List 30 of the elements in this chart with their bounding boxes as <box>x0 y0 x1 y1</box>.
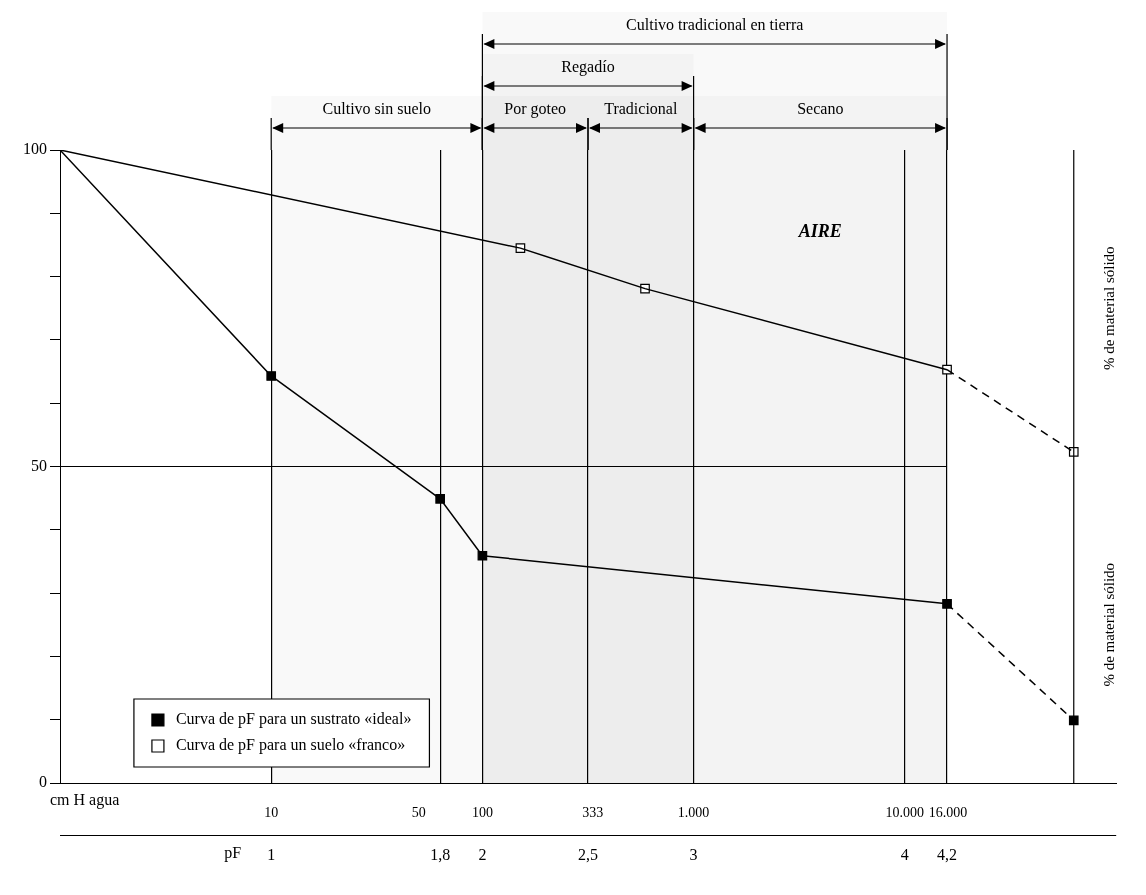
y-tick-label: 100 <box>23 140 47 158</box>
y-tick-label: 0 <box>39 773 47 791</box>
x2-tick-label: 10 <box>264 805 279 821</box>
band-label: Cultivo sin suelo <box>322 100 432 118</box>
annotation: AIRE <box>797 220 842 241</box>
x2-tick-label: 10.000 <box>885 805 925 821</box>
band-label: Por goteo <box>504 100 567 119</box>
band-label: Secano <box>797 100 844 118</box>
y-tick-label: 50 <box>31 456 47 474</box>
x2-tick-label: 50 <box>411 805 426 821</box>
x-tick-label: 2 <box>478 845 487 863</box>
x-axis-title: pF <box>224 844 242 862</box>
x2-tick-label: 333 <box>582 805 604 821</box>
x2-tick-label: 1.000 <box>677 805 710 821</box>
x-tick-label: 4,2 <box>937 845 958 863</box>
x2-tick-label: 16.000 <box>928 805 968 821</box>
band-label: Tradicional <box>604 100 678 118</box>
x-tick-label: 4 <box>900 845 909 863</box>
annotation: % de material sólido <box>1100 246 1117 371</box>
x-tick-label: 2,5 <box>578 845 598 863</box>
band-label: Cultivo tradicional en tierra <box>626 16 804 34</box>
x-tick-label: 1 <box>267 845 276 863</box>
band-label: Regadío <box>561 58 615 77</box>
legend-label: Curva de pF para un suelo «franco» <box>175 736 406 755</box>
legend-label: Curva de pF para un sustrato «ideal» <box>175 710 412 729</box>
x-tick-label: 1,8 <box>430 845 451 863</box>
x2-tick-label: 100 <box>471 805 493 821</box>
x2-axis-title: cm H agua <box>50 791 120 810</box>
x-tick-label: 3 <box>689 845 698 863</box>
annotation: % de material sólido <box>1100 562 1117 687</box>
